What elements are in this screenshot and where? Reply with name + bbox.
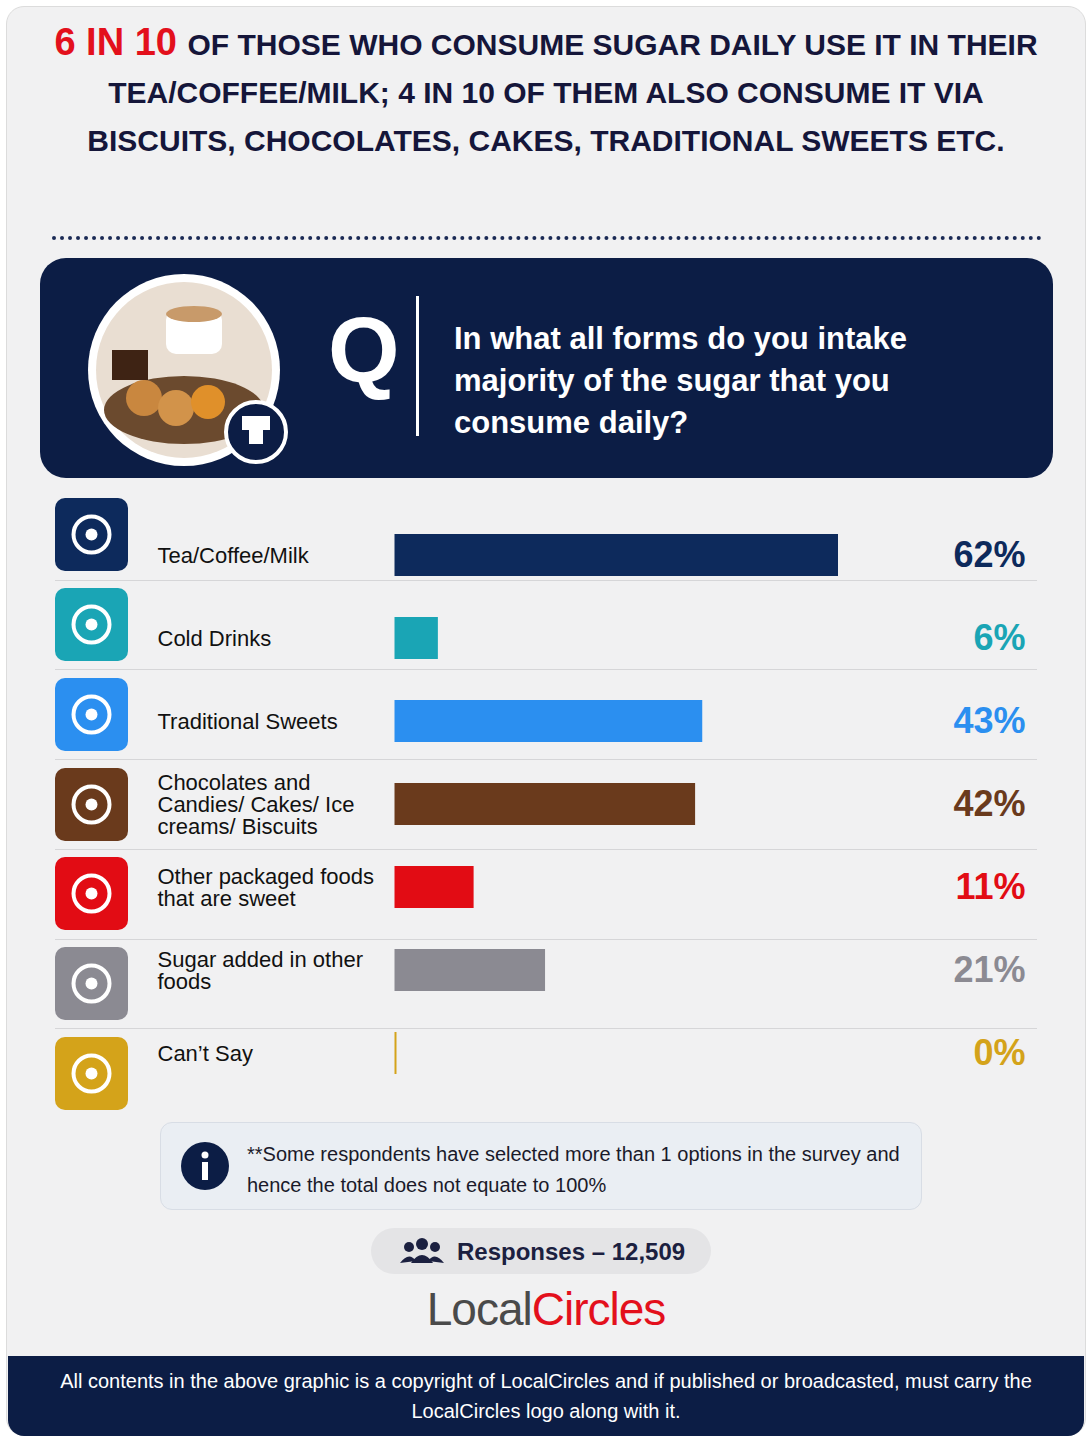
svg-text:Sugar added in otherfoods: Sugar added in otherfoods [158, 947, 364, 994]
svg-text:62%: 62% [953, 534, 1025, 575]
svg-text:21%: 21% [953, 949, 1025, 990]
svg-text:6%: 6% [973, 617, 1025, 658]
svg-text:Traditional Sweets: Traditional Sweets [158, 709, 338, 734]
html-text:In what all forms do you intak: In what all forms do you intake majority… [454, 321, 907, 440]
svg-text:Other packaged foodsthat are s: Other packaged foodsthat are sweet [158, 864, 374, 911]
html-text:Q: Q [328, 299, 400, 401]
html-text:6 IN 10OF THOSE WHO CONSUME SU: 6 IN 10OF THOSE WHO CONSUME SUGAR DAILY … [54, 21, 1038, 157]
svg-text:Cold Drinks: Cold Drinks [158, 626, 272, 651]
html-text:Responses – 12,509: Responses – 12,509 [457, 1238, 686, 1265]
svg-text:43%: 43% [953, 700, 1025, 741]
svg-text:Can’t Say: Can’t Say [158, 1041, 253, 1066]
html-text:Local Circles: Local Circles [426, 1283, 666, 1335]
html-text:**Some respondents have select: **Some respondents have selected more th… [247, 1143, 900, 1196]
svg-text:11%: 11% [955, 866, 1025, 907]
svg-text:Chocolates andCandies/ Cakes/: Chocolates andCandies/ Cakes/ Icecreams/… [158, 770, 355, 839]
svg-text:42%: 42% [953, 783, 1025, 824]
html-text:All contents in the above grap: All contents in the above graphic is a c… [60, 1370, 1032, 1422]
svg-text:Tea/Coffee/Milk: Tea/Coffee/Milk [158, 543, 310, 568]
svg-text:0%: 0% [973, 1032, 1025, 1073]
